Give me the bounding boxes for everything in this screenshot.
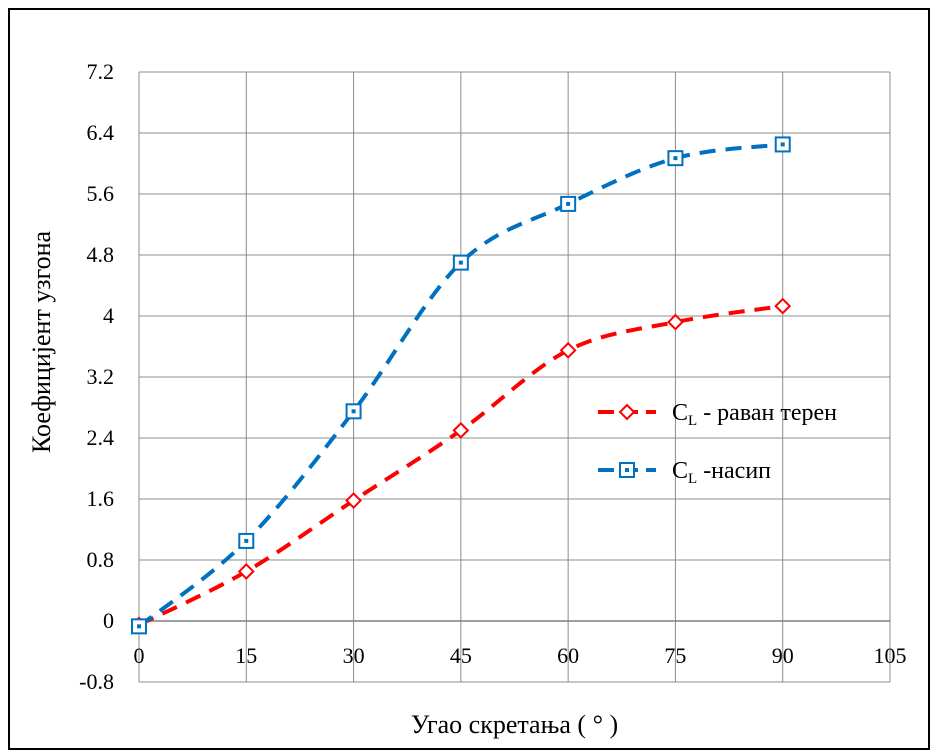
y-tick-label: 2.4 xyxy=(87,425,115,450)
legend: CL - раван терен CL -насип xyxy=(598,400,837,487)
x-tick-labels: 0 15 30 45 60 75 90 105 xyxy=(134,643,907,668)
y-tick-label: 6.4 xyxy=(87,120,115,145)
data-point-square-dot xyxy=(137,624,141,629)
grid xyxy=(138,71,891,683)
data-point-square-dot xyxy=(566,201,571,206)
data-point-diamond xyxy=(345,492,362,509)
x-tick-label: 75 xyxy=(664,643,686,668)
x-tick-label: 30 xyxy=(343,643,365,668)
line-chart: 0 15 30 45 60 75 90 105 -0.8 0 0.8 1.6 2.4 3.2 4 4.8 5.… xyxy=(27,59,907,739)
y-axis-title: Коефицијент узгона xyxy=(27,230,56,453)
x-tick-label: 0 xyxy=(134,643,145,668)
y-tick-label: 0 xyxy=(103,608,114,633)
data-point-square-dot xyxy=(673,156,678,161)
y-tick-label: 5.6 xyxy=(87,181,115,206)
legend-marker-diamond xyxy=(618,403,636,421)
legend-label-0: CL - раван терен xyxy=(672,400,837,429)
x-tick-label: 60 xyxy=(557,643,579,668)
y-tick-labels: -0.8 0 0.8 1.6 2.4 3.2 4 4.8 5.6 6.4 7.2 xyxy=(79,59,114,694)
data-point-square-dot xyxy=(351,409,356,414)
y-tick-label: 7.2 xyxy=(87,59,115,84)
markers xyxy=(130,136,792,635)
x-axis-title: Угао скретања ( ° ) xyxy=(411,710,618,739)
data-point-square-dot xyxy=(458,260,463,265)
chart-frame: 0 15 30 45 60 75 90 105 -0.8 0 0.8 1.6 2.4 3.2 4 4.8 5.… xyxy=(8,8,930,750)
x-tick-label: 45 xyxy=(450,643,472,668)
data-point-diamond xyxy=(667,313,684,331)
y-tick-label: 0.8 xyxy=(87,547,115,572)
data-point-diamond xyxy=(559,341,577,359)
data-point-diamond xyxy=(237,563,255,580)
legend-label-1: CL -насип xyxy=(672,458,771,487)
y-tick-label: 1.6 xyxy=(87,486,115,511)
legend-marker-square-dot xyxy=(625,468,629,472)
data-point-square-dot xyxy=(244,538,249,543)
y-tick-label: 4.8 xyxy=(87,242,115,267)
x-tick-label: 105 xyxy=(874,643,907,668)
x-tick-label: 15 xyxy=(235,643,257,668)
x-tick-label: 90 xyxy=(772,643,794,668)
y-tick-label: 3.2 xyxy=(87,364,115,389)
y-tick-label: 4 xyxy=(103,303,114,328)
data-point-square-dot xyxy=(780,142,785,147)
y-tick-label: -0.8 xyxy=(79,669,114,694)
data-point-diamond xyxy=(452,421,470,439)
data-point-diamond xyxy=(774,297,792,315)
